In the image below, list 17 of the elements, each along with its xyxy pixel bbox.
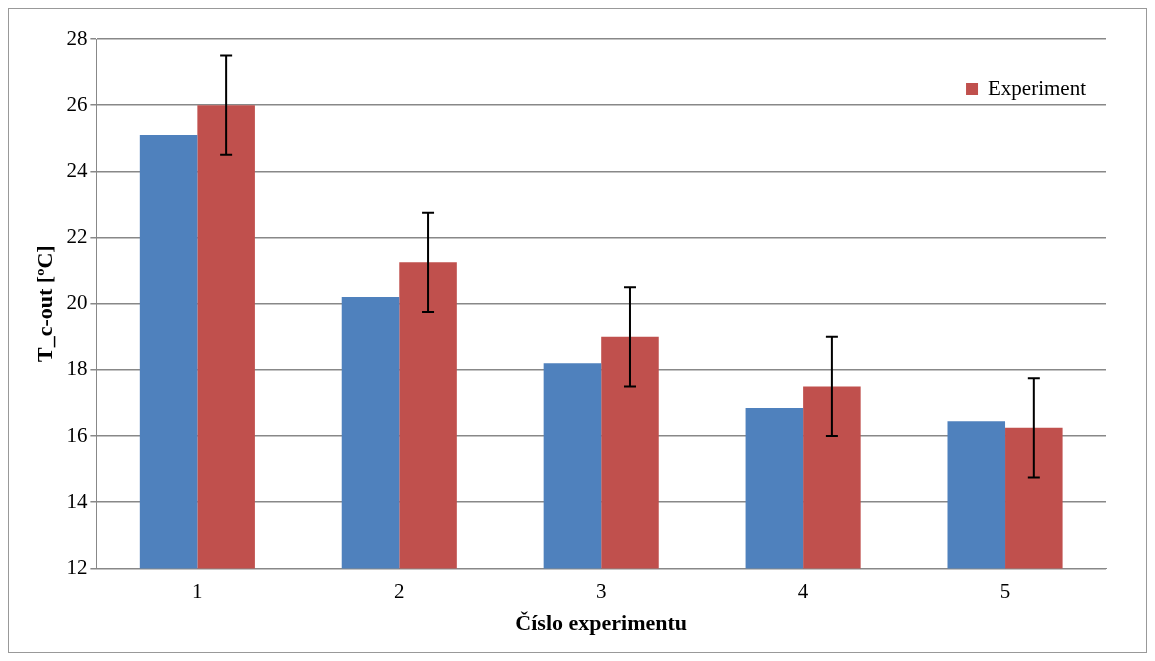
y-tick-label: 26 bbox=[66, 91, 88, 116]
y-tick-label: 12 bbox=[66, 554, 88, 579]
x-tick-label: 2 bbox=[394, 578, 405, 603]
x-tick-label: 1 bbox=[192, 578, 203, 603]
y-tick-label: 22 bbox=[66, 224, 88, 249]
y-tick-label: 28 bbox=[66, 25, 88, 50]
y-tick-label: 18 bbox=[66, 356, 88, 381]
y-tick-label: 20 bbox=[66, 290, 88, 315]
x-tick-label: 5 bbox=[999, 578, 1011, 603]
y-tick-label: 14 bbox=[66, 488, 88, 513]
y-tick-label: 16 bbox=[66, 422, 88, 447]
x-axis-title: Číslo experimentu bbox=[515, 610, 688, 636]
legend-label: Experiment bbox=[988, 75, 1087, 100]
x-tick-label: 3 bbox=[595, 578, 607, 603]
y-axis-title: T_c-out [ºC] bbox=[31, 245, 57, 363]
y-tick-label: 24 bbox=[66, 157, 88, 182]
x-tick-label: 4 bbox=[797, 578, 809, 603]
